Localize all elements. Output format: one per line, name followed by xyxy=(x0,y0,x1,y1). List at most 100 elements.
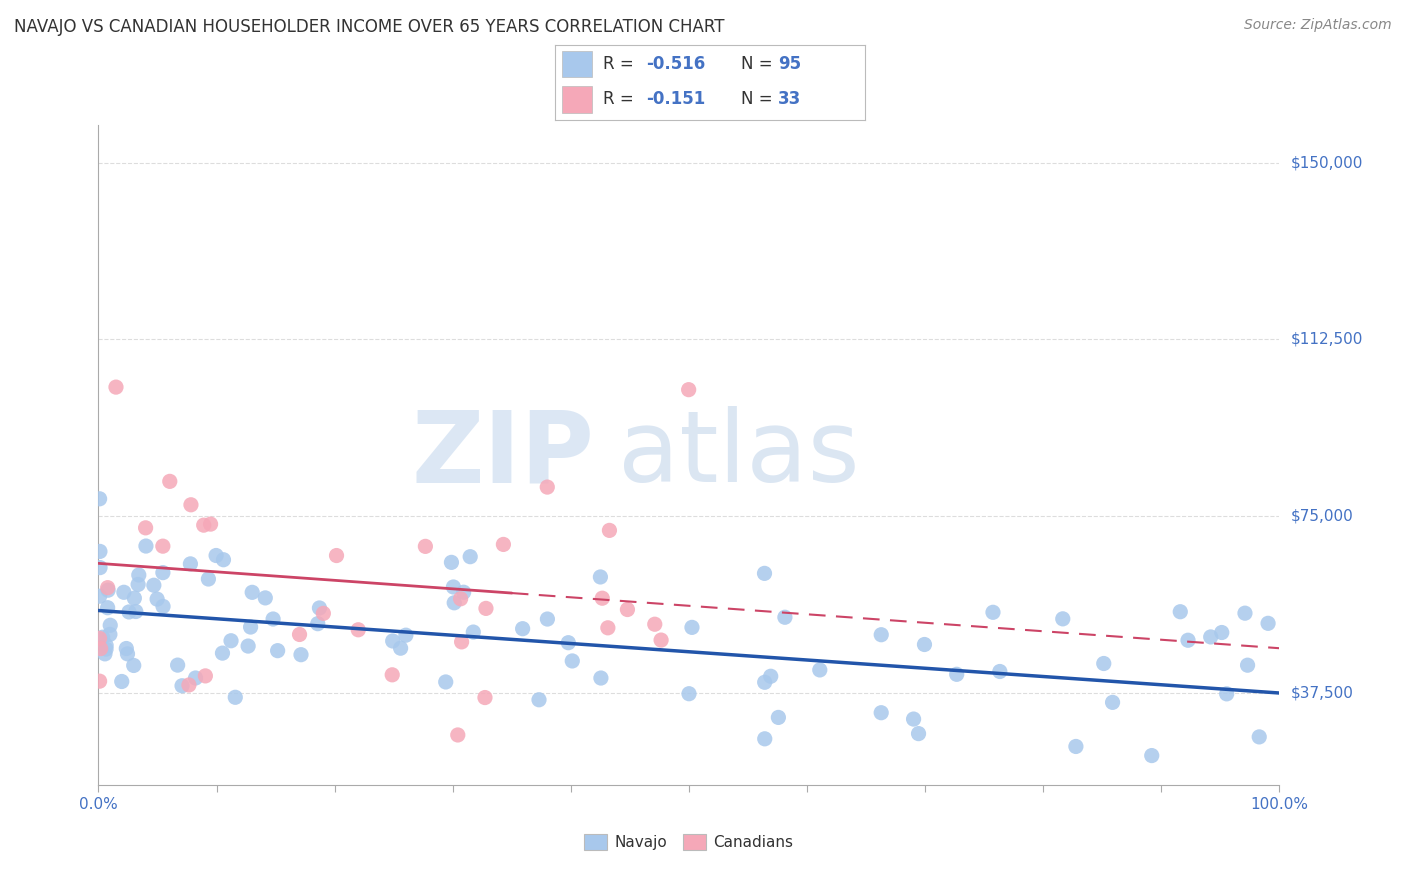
Point xyxy=(205,549,228,563)
Point xyxy=(381,668,404,682)
Point xyxy=(115,641,138,656)
Point xyxy=(447,728,470,742)
Point xyxy=(903,712,925,726)
Point xyxy=(557,636,579,650)
Point xyxy=(212,553,235,567)
Point xyxy=(512,622,534,636)
Point xyxy=(589,671,612,685)
Point xyxy=(589,570,612,584)
Point xyxy=(135,539,157,553)
Point xyxy=(1064,739,1087,754)
Point xyxy=(90,641,112,656)
Point xyxy=(561,654,583,668)
Point xyxy=(254,591,277,605)
Point xyxy=(759,669,782,683)
Point xyxy=(536,612,558,626)
Point xyxy=(536,480,558,494)
Point xyxy=(197,572,219,586)
Text: $112,500: $112,500 xyxy=(1291,332,1362,347)
Point xyxy=(124,591,146,606)
Point xyxy=(290,648,312,662)
Point xyxy=(307,616,329,631)
Point xyxy=(97,600,120,615)
Point xyxy=(453,585,475,599)
Point xyxy=(945,667,967,681)
Point xyxy=(89,633,111,648)
Text: -0.151: -0.151 xyxy=(647,90,706,108)
Point xyxy=(591,591,613,606)
Point xyxy=(236,639,259,653)
Text: 95: 95 xyxy=(778,55,801,73)
Text: $150,000: $150,000 xyxy=(1291,155,1362,170)
Point xyxy=(111,674,134,689)
Point xyxy=(97,581,120,595)
Text: ZIP: ZIP xyxy=(412,407,595,503)
Point xyxy=(527,692,550,706)
Point xyxy=(443,596,465,610)
Text: R =: R = xyxy=(603,55,640,73)
Text: atlas: atlas xyxy=(619,407,859,503)
Point xyxy=(907,726,929,740)
Point xyxy=(152,599,174,614)
Point xyxy=(754,566,776,581)
Point xyxy=(1236,658,1258,673)
Point xyxy=(325,549,347,563)
Point xyxy=(347,623,370,637)
FancyBboxPatch shape xyxy=(561,87,592,112)
Text: $37,500: $37,500 xyxy=(1291,686,1354,700)
Point xyxy=(180,498,202,512)
Point xyxy=(644,617,666,632)
Point xyxy=(754,675,776,690)
Text: N =: N = xyxy=(741,55,778,73)
Point xyxy=(98,618,121,632)
Point xyxy=(450,635,472,649)
Point xyxy=(870,706,893,720)
Point xyxy=(598,524,620,538)
Point xyxy=(193,518,215,533)
Point xyxy=(1249,730,1271,744)
Point xyxy=(1101,695,1123,709)
Point xyxy=(768,710,790,724)
Point xyxy=(166,658,188,673)
Legend: Navajo, Canadians: Navajo, Canadians xyxy=(578,828,800,856)
Point xyxy=(988,665,1011,679)
Text: 33: 33 xyxy=(778,90,801,108)
Point xyxy=(159,475,181,489)
Point xyxy=(678,687,700,701)
Point xyxy=(678,383,700,397)
Text: NAVAJO VS CANADIAN HOUSEHOLDER INCOME OVER 65 YEARS CORRELATION CHART: NAVAJO VS CANADIAN HOUSEHOLDER INCOME OV… xyxy=(14,18,724,36)
Point xyxy=(127,577,149,591)
Point xyxy=(754,731,776,746)
Point xyxy=(104,380,127,394)
Point xyxy=(312,607,335,621)
Point xyxy=(142,578,165,592)
Point xyxy=(89,589,111,603)
Point xyxy=(125,605,148,619)
Point xyxy=(1052,612,1074,626)
FancyBboxPatch shape xyxy=(561,51,592,78)
Point xyxy=(1199,630,1222,644)
Point xyxy=(1177,633,1199,648)
Point xyxy=(97,583,120,598)
Point xyxy=(179,557,201,571)
Point xyxy=(89,674,111,689)
Point xyxy=(914,638,936,652)
Point xyxy=(94,647,117,661)
Point xyxy=(870,628,893,642)
Point xyxy=(492,537,515,551)
Point xyxy=(463,625,485,640)
Point xyxy=(128,568,150,582)
Point xyxy=(395,628,418,642)
Text: Source: ZipAtlas.com: Source: ZipAtlas.com xyxy=(1244,18,1392,32)
Point xyxy=(616,602,638,616)
Point xyxy=(224,690,246,705)
Point xyxy=(89,491,111,506)
Point xyxy=(650,633,672,648)
Point xyxy=(308,601,330,615)
Point xyxy=(89,560,111,574)
Point xyxy=(91,630,114,644)
Point xyxy=(94,639,117,653)
Point xyxy=(474,690,496,705)
Point xyxy=(152,539,174,553)
Point xyxy=(1092,657,1115,671)
